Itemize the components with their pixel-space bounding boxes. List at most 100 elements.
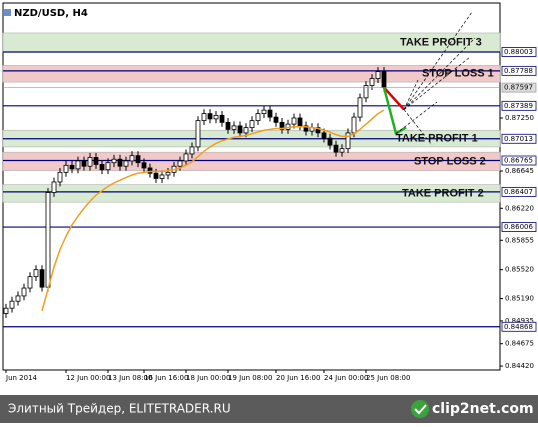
candle-body bbox=[21, 287, 27, 297]
forecast-dash bbox=[403, 37, 476, 110]
candle-body bbox=[363, 85, 369, 99]
candle-body bbox=[213, 114, 219, 120]
candle-body bbox=[51, 181, 57, 193]
candle-body bbox=[291, 117, 297, 125]
forecast-red bbox=[383, 86, 405, 111]
candle-body bbox=[255, 113, 261, 122]
level-label: 0.87788 bbox=[504, 67, 533, 75]
candle-body bbox=[63, 164, 69, 173]
forecast-dash bbox=[395, 101, 438, 134]
candle-body bbox=[375, 71, 381, 79]
level-box bbox=[501, 186, 537, 197]
candle-body bbox=[9, 300, 15, 309]
candle-body bbox=[351, 116, 357, 134]
candle-body bbox=[303, 125, 309, 132]
candle-body bbox=[261, 109, 267, 115]
y-tick-label: 0.84675 bbox=[505, 340, 534, 348]
candle-body bbox=[201, 113, 207, 122]
level-label: 0.87013 bbox=[504, 135, 533, 143]
x-tick-label: 25 Jun 08:00 bbox=[366, 374, 410, 382]
candle-body bbox=[357, 97, 363, 118]
y-tick-label: 0.85190 bbox=[505, 295, 534, 303]
candle-body bbox=[93, 157, 99, 165]
candle-body bbox=[381, 71, 387, 88]
current-price-box bbox=[501, 82, 537, 93]
x-tick-label: 12 Jun 00:00 bbox=[66, 374, 110, 382]
candle-body bbox=[45, 192, 51, 288]
candle-body bbox=[267, 109, 273, 118]
candle-body bbox=[195, 120, 201, 148]
y-tick-label: 0.86220 bbox=[505, 204, 534, 212]
zone-label: TAKE PROFIT 1 bbox=[396, 133, 478, 145]
candle-body bbox=[225, 121, 231, 130]
candle-body bbox=[189, 146, 195, 155]
candle-body bbox=[321, 132, 327, 139]
x-tick-label: 20 Jun 16:00 bbox=[276, 374, 320, 382]
x-tick-label: 24 Jun 00:00 bbox=[324, 374, 368, 382]
candle-body bbox=[279, 121, 285, 130]
candle-body bbox=[27, 276, 33, 289]
moving-average bbox=[41, 109, 385, 312]
level-label: 0.86765 bbox=[504, 157, 533, 165]
y-tick-label: 0.85520 bbox=[505, 266, 534, 274]
candle-body bbox=[159, 174, 165, 179]
candle-body bbox=[57, 171, 63, 183]
zone-label: STOP LOSS 2 bbox=[414, 155, 486, 167]
x-tick-label: Jun 2014 bbox=[5, 374, 38, 382]
x-tick-label: 18 Jun 00:00 bbox=[186, 374, 230, 382]
candle-body bbox=[129, 155, 135, 162]
chart-title: NZD/USD, H4 bbox=[14, 8, 88, 19]
candle-body bbox=[117, 158, 123, 167]
x-tick-label: 13 Jun 08:00 bbox=[108, 374, 152, 382]
level-label: 0.84868 bbox=[504, 323, 533, 331]
candle-body bbox=[111, 158, 117, 164]
candle-body bbox=[177, 160, 183, 167]
y-tick-label: 0.85855 bbox=[505, 236, 534, 244]
level-box bbox=[501, 222, 537, 232]
forecast-dash bbox=[403, 109, 433, 146]
candle-body bbox=[327, 137, 333, 146]
candle-body bbox=[99, 164, 105, 171]
candle-body bbox=[231, 125, 237, 130]
zone-label: STOP LOSS 1 bbox=[422, 68, 494, 80]
forecast-dash bbox=[403, 56, 471, 110]
candle-body bbox=[315, 127, 321, 134]
candle-body bbox=[183, 153, 189, 162]
candle-body bbox=[339, 148, 345, 153]
x-tick-label: 16 Jun 16:00 bbox=[144, 374, 188, 382]
zone-label: TAKE PROFIT 3 bbox=[400, 36, 482, 48]
candle-body bbox=[219, 114, 225, 123]
footer-bar bbox=[0, 395, 538, 423]
candle-body bbox=[87, 157, 93, 167]
zone-label: TAKE PROFIT 2 bbox=[402, 187, 484, 199]
candle-body bbox=[297, 117, 303, 127]
level-label: 0.88003 bbox=[504, 48, 533, 56]
logo-check bbox=[414, 404, 427, 415]
level-box bbox=[501, 100, 537, 111]
candle-body bbox=[69, 164, 75, 170]
candle-body bbox=[237, 125, 243, 134]
candle-body bbox=[141, 162, 147, 169]
candle-body bbox=[243, 127, 249, 134]
level-box bbox=[501, 47, 537, 57]
candle-body bbox=[39, 269, 45, 288]
zone bbox=[2, 184, 501, 203]
level-box bbox=[501, 155, 537, 166]
candle-body bbox=[33, 269, 39, 278]
level-box bbox=[501, 321, 537, 332]
candle-body bbox=[81, 160, 87, 167]
candle-body bbox=[75, 160, 81, 170]
candle-body bbox=[105, 162, 111, 171]
candle-body bbox=[249, 120, 255, 129]
candle-body bbox=[273, 116, 279, 123]
footer-caption: Элитный Трейдер, ELITETRADER.RU bbox=[8, 402, 231, 416]
logo-icon bbox=[411, 400, 429, 418]
candle-body bbox=[15, 295, 21, 302]
current-price-label: 0.87597 bbox=[504, 84, 533, 92]
level-label: 0.86407 bbox=[504, 188, 533, 196]
y-tick-label: 0.84420 bbox=[505, 362, 534, 370]
x-tick-label: 19 Jun 08:00 bbox=[228, 374, 272, 382]
candle-body bbox=[207, 113, 213, 120]
candle-body bbox=[147, 167, 153, 174]
